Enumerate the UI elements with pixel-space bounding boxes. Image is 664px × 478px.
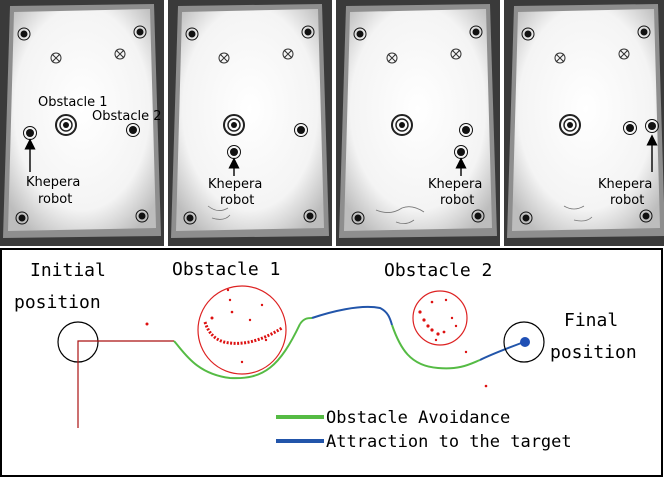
obstacle-2-marker — [126, 123, 140, 137]
obstacle1-sensor-points — [203, 321, 283, 345]
photo-frame-1: Obstacle 1 Obstacle 2 Khepera robot — [0, 0, 165, 247]
obstacle1-circle — [197, 285, 287, 375]
obstacle2-circle — [412, 290, 468, 346]
legend-label-avoidance: Obstacle Avoidance — [326, 408, 510, 428]
obstacle1-photo-label: Obstacle 1 — [38, 95, 107, 110]
target-marker — [520, 337, 530, 347]
obstacle2-label: Obstacle 2 — [384, 260, 492, 281]
robot-label-line2: robot — [440, 193, 474, 208]
final-position-label-line1: Final — [564, 310, 618, 331]
trajectory-panel: Initial position Obstacle 1 Obstacle 2 F… — [0, 248, 663, 477]
avoidance-path-2 — [391, 324, 481, 370]
initial-position-label-line1: Initial — [30, 260, 106, 281]
obstacle2-scatter — [418, 298, 488, 388]
robot-label-line2: robot — [38, 192, 72, 207]
robot-label-line1: Khepera — [26, 175, 80, 190]
final-position-circle — [503, 321, 545, 363]
initial-position-label-line2: position — [14, 292, 101, 313]
photo-frame-4: Khepera robot — [503, 0, 664, 247]
final-position-label-line2: position — [550, 342, 637, 363]
photo-strip: Obstacle 1 Obstacle 2 Khepera robot Khep… — [0, 0, 664, 247]
photo-frame-2: Khepera robot — [167, 0, 333, 247]
robot-label-line1: Khepera — [598, 177, 652, 192]
photo-frame-3: Khepera robot — [335, 0, 501, 247]
khepera-robot — [645, 119, 659, 133]
legend: Obstacle Avoidance Attraction to the tar… — [276, 408, 572, 452]
attraction-path-2 — [479, 341, 525, 361]
robot-label-line1: Khepera — [428, 177, 482, 192]
obstacle2-photo-label: Obstacle 2 — [92, 109, 161, 124]
robot-label-line1: Khepera — [208, 177, 262, 192]
robot-label-line2: robot — [610, 193, 644, 208]
obstacle1-scatter — [145, 288, 268, 364]
legend-label-attraction: Attraction to the target — [326, 432, 572, 452]
attraction-path-1 — [311, 305, 393, 326]
obstacle1-label: Obstacle 1 — [172, 259, 280, 280]
robot-label-line2: robot — [220, 193, 254, 208]
avoidance-path-1 — [173, 323, 301, 380]
initial-path — [77, 340, 174, 428]
